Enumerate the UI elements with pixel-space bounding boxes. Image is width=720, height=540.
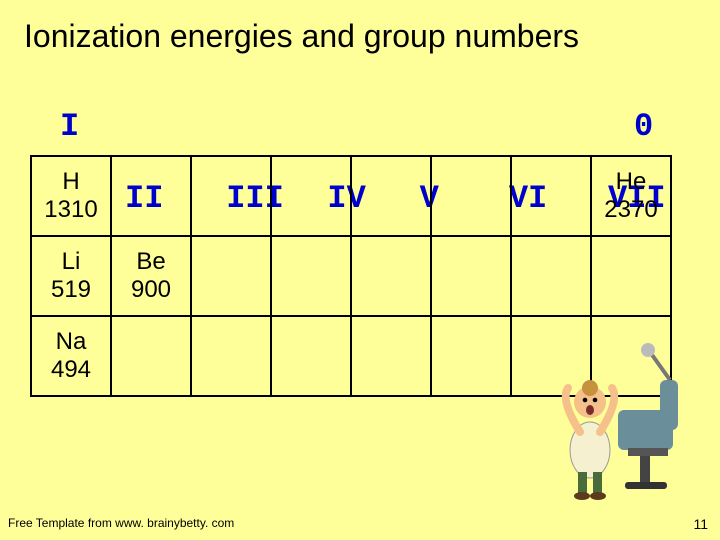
cell-empty [191, 236, 271, 316]
cell-Na: Na 494 [31, 316, 111, 396]
cell-sym: Na [56, 328, 87, 355]
cell-val: 494 [51, 356, 91, 383]
cell-empty [111, 156, 191, 236]
cell-empty [271, 156, 351, 236]
cell-sym: H [62, 168, 79, 195]
cell-val: 1310 [44, 196, 97, 223]
cartoon-image [540, 340, 690, 500]
group-label-0: 0 [634, 108, 653, 145]
cell-sym: He [616, 168, 647, 195]
page-number: 11 [693, 516, 708, 532]
cell-empty [511, 236, 591, 316]
cell-H: H 1310 [31, 156, 111, 236]
cell-val: 519 [51, 276, 91, 303]
cell-He: He 2370 [591, 156, 671, 236]
cell-val: 900 [131, 276, 171, 303]
cell-empty [431, 156, 511, 236]
cell-empty [511, 156, 591, 236]
cell-empty [191, 156, 271, 236]
cell-Li: Li 519 [31, 236, 111, 316]
group-label-1: I [60, 108, 79, 145]
cell-empty [351, 156, 431, 236]
cell-empty [431, 236, 511, 316]
cell-sym: Li [62, 248, 81, 275]
cell-empty [271, 236, 351, 316]
cell-Be: Be 900 [111, 236, 191, 316]
cell-empty [351, 236, 431, 316]
cell-val: 2370 [604, 196, 657, 223]
cell-sym: Be [136, 248, 165, 275]
cell-empty [351, 316, 431, 396]
footer-text: Free Template from www. brainybetty. com [8, 516, 234, 530]
cell-empty [111, 316, 191, 396]
cell-empty [591, 236, 671, 316]
cell-empty [431, 316, 511, 396]
cell-empty [191, 316, 271, 396]
slide-title: Ionization energies and group numbers [24, 18, 579, 55]
cell-empty [271, 316, 351, 396]
